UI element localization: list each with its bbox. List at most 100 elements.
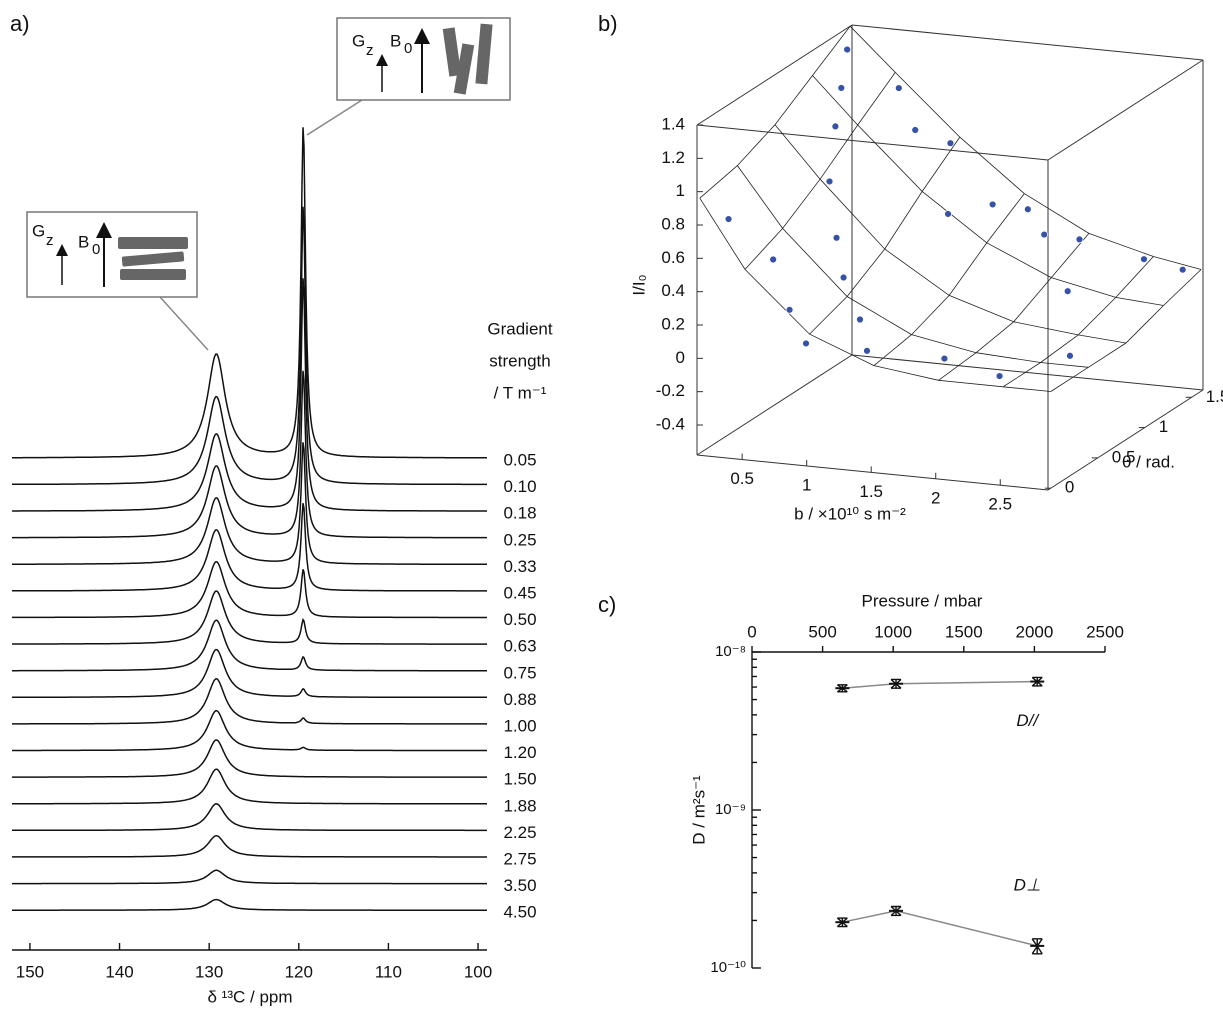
gradient-label: 0.10 [503,477,536,496]
x-tick-label: 120 [285,962,313,981]
data-point [946,139,955,148]
gradient-label: 1.50 [503,770,536,789]
surface-line [809,136,961,335]
z-tick-label: 0.2 [661,314,685,333]
z-tick-label: 1 [676,181,685,200]
x-tick-label: 2000 [1015,622,1053,641]
data-point [988,200,997,209]
data-point [863,346,871,355]
spectrum [11,590,487,645]
gradient-label: 1.88 [503,796,536,815]
inset-label: G [32,221,45,240]
gradient-label: 0.50 [503,610,536,629]
x-axis-title: b / ×10¹⁰ s m⁻² [794,504,906,523]
spectrum [12,739,487,778]
x-tick-label: 500 [808,622,836,641]
spectrum [12,561,487,619]
z-tick-label: 1.4 [661,114,685,133]
data-point [1075,235,1084,244]
data-point [837,84,846,92]
surface-line [744,72,896,270]
data-point [843,45,852,54]
spectrum [12,442,487,566]
data-point [785,305,794,314]
gradient-label: 1.00 [503,716,536,735]
z-tick-label: 1.2 [661,148,685,167]
inset-label: G [352,31,365,50]
gradient-label: 3.50 [503,876,536,895]
box-edge [1047,59,1204,161]
surface-line [873,193,1025,366]
gradient-label: 0.18 [503,504,536,523]
legend-title: Gradient [487,319,552,338]
x-tick-label: 140 [105,962,133,981]
spectrum [12,503,487,592]
surface-line [938,233,1090,381]
x-tick-label: 2.5 [988,495,1012,514]
inset-label: 0 [404,40,412,57]
inset-label: B [390,31,401,50]
panel-label: a) [10,11,30,36]
gradient-label: 2.75 [503,849,536,868]
series-line [842,680,1038,689]
spectrum [12,370,488,539]
z-tick-label: -0.4 [656,414,685,433]
y-tick-label: 1.5 [1206,387,1223,406]
box-edge [696,124,1049,161]
spectrum [12,869,487,885]
gradient-label: 0.88 [503,690,536,709]
y-axis-title: θ / rad. [1122,452,1175,471]
y-tick-label: 10⁻⁹ [715,801,746,818]
spectrum [12,206,487,486]
inset-label: z [366,42,374,59]
x-tick-label: 100 [464,962,492,981]
x-tick-label: 150 [16,962,44,981]
surface-line [812,75,1164,306]
data-point [995,372,1004,380]
gradient-label: 4.50 [503,903,536,922]
inset-label: z [46,232,54,249]
panel-label: b) [598,11,618,36]
data-point [1063,287,1072,296]
z-tick-label: 0 [676,348,685,367]
surface-line [1002,256,1154,388]
x-tick-label: 0.5 [730,469,754,488]
gradient-label: 0.45 [503,583,536,602]
spectrum [12,648,487,699]
z-tick-label: 0.6 [661,248,685,267]
surface-line [699,197,1051,392]
x-tick-label: 2 [931,488,940,507]
data-point [894,84,903,92]
data-point [1140,255,1148,264]
x-tick-label: 110 [375,962,402,981]
spectrum [12,803,487,832]
data-point [1066,351,1074,360]
gradient-label: 0.05 [503,450,536,469]
surface-line [699,25,851,199]
data-point [825,177,834,186]
inset-label: 0 [92,241,100,258]
z-tick-label: 0.8 [661,214,685,233]
z-tick-label: -0.2 [656,381,685,400]
spectrum [12,768,487,805]
spectrum [12,127,487,459]
gradient-label: 2.25 [503,823,536,842]
gradient-label: 0.33 [503,557,536,576]
inset: G z B 0 [26,211,209,351]
x-axis-title: Pressure / mbar [862,591,983,610]
x-axis-title: δ ¹³C / ppm [207,987,292,1006]
surface-line [849,25,1202,270]
data-point [832,233,841,242]
box-edge [696,24,853,126]
x-tick-label: 1500 [945,622,983,641]
y-tick-label: 0.5 [1112,447,1136,466]
surface-line [774,124,1127,344]
data-point [1023,205,1032,214]
y-tick-label: 0 [1065,478,1074,497]
data-point [1040,230,1049,239]
box-edge [1047,389,1204,491]
x-tick-label: 2500 [1086,622,1124,641]
gradient-label: 0.63 [503,637,536,656]
series-label: D⊥ [1014,875,1041,894]
gradient-label: 0.25 [503,530,536,549]
